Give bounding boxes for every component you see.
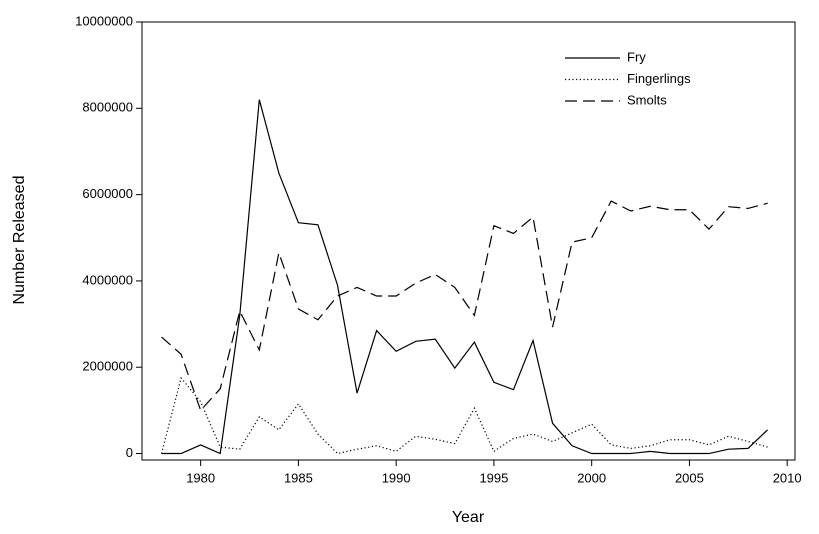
y-tick-label: 10000000	[75, 13, 133, 28]
legend-label: Smolts	[627, 92, 667, 107]
x-tick-label: 1980	[186, 470, 215, 485]
x-tick-label: 1985	[284, 470, 313, 485]
y-tick-label: 4000000	[82, 272, 133, 287]
series-line	[161, 200, 768, 412]
y-tick-label: 8000000	[82, 100, 133, 115]
legend-label: Fry	[627, 49, 646, 64]
y-tick-label: 0	[126, 445, 133, 460]
y-tick-label: 6000000	[82, 186, 133, 201]
series-line	[161, 99, 769, 455]
x-tick-label: 2010	[773, 470, 802, 485]
series-line	[160, 376, 768, 455]
legend-label: Fingerlings	[627, 71, 691, 86]
plot-frame	[141, 21, 796, 461]
y-axis-title: Number Released	[11, 176, 28, 305]
x-tick-label: 2000	[577, 470, 606, 485]
x-tick-label: 1995	[479, 470, 508, 485]
x-axis-title: Year	[452, 509, 485, 526]
x-tick-label: 1990	[382, 470, 411, 485]
y-tick-label: 2000000	[82, 359, 133, 374]
x-tick-label: 2005	[675, 470, 704, 485]
